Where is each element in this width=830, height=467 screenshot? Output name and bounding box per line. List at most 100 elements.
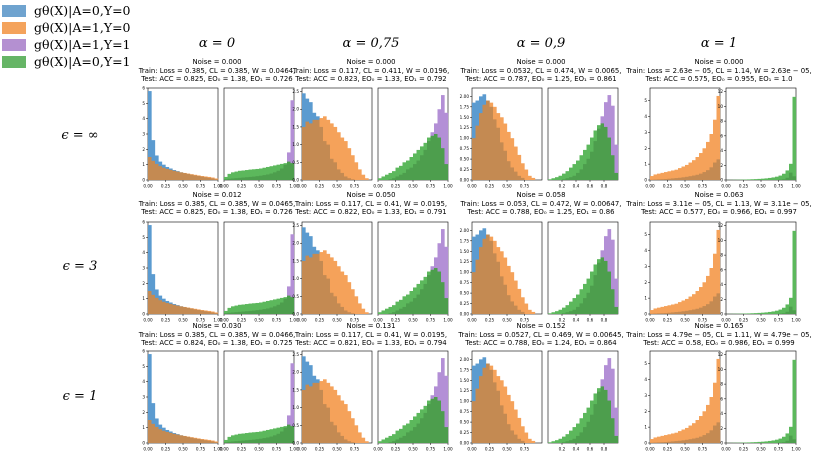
x-tick-label: 0.75 xyxy=(520,447,530,452)
hist-bar-overlap xyxy=(273,306,277,314)
hist-bar xyxy=(757,441,762,443)
hist-bar-overlap xyxy=(248,439,253,443)
hist-bar xyxy=(227,173,232,180)
y-tick-label: 6 xyxy=(142,220,145,225)
hist-bar-overlap xyxy=(259,309,263,314)
x-tick-label: 1.00 xyxy=(443,318,453,323)
hist-bar xyxy=(565,434,570,443)
hist-bar xyxy=(344,404,348,443)
x-tick-label: 0.25 xyxy=(161,318,171,323)
y-tick-label: 0 xyxy=(142,178,145,183)
hist-bar-overlap xyxy=(685,176,689,180)
noise-label: Noise = 0.131 xyxy=(346,322,396,330)
y-tick-label: 0 xyxy=(644,441,647,446)
x-tick-label: 0.50 xyxy=(408,447,418,452)
hist-bar-overlap xyxy=(482,238,487,314)
hist-bar-overlap xyxy=(169,169,173,180)
x-tick-label: 0.75 xyxy=(774,318,784,323)
hist-bar xyxy=(653,174,658,180)
hist-bar-overlap xyxy=(231,312,235,314)
hist-bar xyxy=(551,312,556,314)
train-stats: Train: Loss = 3.11e − 05, CL = 1.13, W =… xyxy=(626,199,812,208)
hist-bar-overlap xyxy=(792,176,797,180)
hist-bar-overlap xyxy=(305,121,310,180)
hist-bar-overlap xyxy=(200,310,205,314)
panel-info: Noise = 0.165 Train: Loss = 4.79e − 05, … xyxy=(619,322,819,348)
noise-label: Noise = 0.000 xyxy=(694,58,744,66)
hist-bar-overlap xyxy=(388,179,393,180)
y-tick-label: 1.75 xyxy=(460,367,470,372)
x-tick-label: 0.00 xyxy=(467,184,477,189)
hist-bar-overlap xyxy=(604,260,608,314)
y-tick-label: 1.50 xyxy=(460,378,470,383)
hist-bar xyxy=(706,141,710,180)
hist-bar xyxy=(565,305,570,314)
hist-bar xyxy=(521,297,525,314)
hist-bar-overlap xyxy=(706,170,710,180)
hist-bar-overlap xyxy=(406,432,410,443)
noise-label: Noise = 0.165 xyxy=(694,322,744,330)
hist-bar-overlap xyxy=(319,126,324,180)
hist-bar xyxy=(531,177,536,180)
x-tick-label: 0.6 xyxy=(587,318,594,323)
y-tick-label: 1.25 xyxy=(460,259,470,264)
hist-bar xyxy=(562,436,566,443)
hist-bar xyxy=(747,179,751,180)
hist-bar xyxy=(555,440,559,443)
hist-bar-overlap xyxy=(283,427,288,443)
hist-bar xyxy=(709,134,714,180)
hist-bar-overlap xyxy=(197,176,201,180)
hist-bar-overlap xyxy=(316,253,320,314)
hist-bar xyxy=(378,441,382,443)
panel-info: Noise = 0.000 Train: Loss = 0.0532, CL =… xyxy=(441,58,641,84)
x-tick-label: 0.75 xyxy=(426,184,436,189)
hist-bar xyxy=(365,178,369,180)
hist-bar xyxy=(290,100,295,180)
x-tick-label: 0.8 xyxy=(601,184,608,189)
y-tick-label: 1 xyxy=(142,162,145,167)
hist-bar xyxy=(269,300,274,314)
hist-bar xyxy=(354,425,359,443)
hist-bar-overlap xyxy=(269,307,274,314)
x-tick-label: 0.75 xyxy=(272,318,282,323)
hist-bar xyxy=(579,155,584,180)
hist-bar-overlap xyxy=(248,310,253,314)
x-tick-label: 0.75 xyxy=(196,318,206,323)
column-header-alpha-0: α = 0 xyxy=(198,36,236,51)
x-tick-label: 0.75 xyxy=(350,184,360,189)
hist-bar-overlap xyxy=(472,272,476,314)
hist-bar xyxy=(674,432,679,443)
y-tick-label: 6 xyxy=(142,349,145,354)
hist-bar-overlap xyxy=(333,296,338,314)
hist-bar-overlap xyxy=(590,285,594,314)
y-tick-label: 0 xyxy=(142,441,145,446)
hist-bar-overlap xyxy=(593,141,598,180)
hist-bar-overlap xyxy=(183,436,187,443)
legend-swatch-a0y0 xyxy=(2,4,26,17)
x-tick-label: 0.50 xyxy=(254,447,264,452)
hist-bar-overlap xyxy=(204,177,208,180)
y-tick-label: 0.50 xyxy=(460,157,470,162)
hist-bar-overlap xyxy=(521,440,525,443)
hist-bar xyxy=(754,179,758,180)
hist-bar-overlap xyxy=(280,431,284,443)
hist-bar-overlap xyxy=(597,391,601,443)
hist-bar xyxy=(252,169,256,180)
hist-bar-overlap xyxy=(604,126,608,180)
hist-bar xyxy=(685,298,689,314)
hist-bar xyxy=(399,165,403,180)
hist-bar-overlap xyxy=(583,427,587,443)
hist-bar-overlap xyxy=(699,436,703,443)
hist-bar xyxy=(785,304,790,314)
hist-bar-overlap xyxy=(172,304,177,314)
hist-bar-overlap xyxy=(262,309,267,314)
hist-bar xyxy=(385,437,389,443)
hist-bar xyxy=(330,386,334,443)
hist-bar xyxy=(347,148,352,180)
hist-bar-overlap xyxy=(565,312,570,314)
hist-bar xyxy=(344,275,348,314)
hist-bar xyxy=(747,313,751,314)
hist-bar-overlap xyxy=(614,306,619,314)
hist-bar xyxy=(761,178,765,180)
hist-bar-overlap xyxy=(269,173,274,180)
